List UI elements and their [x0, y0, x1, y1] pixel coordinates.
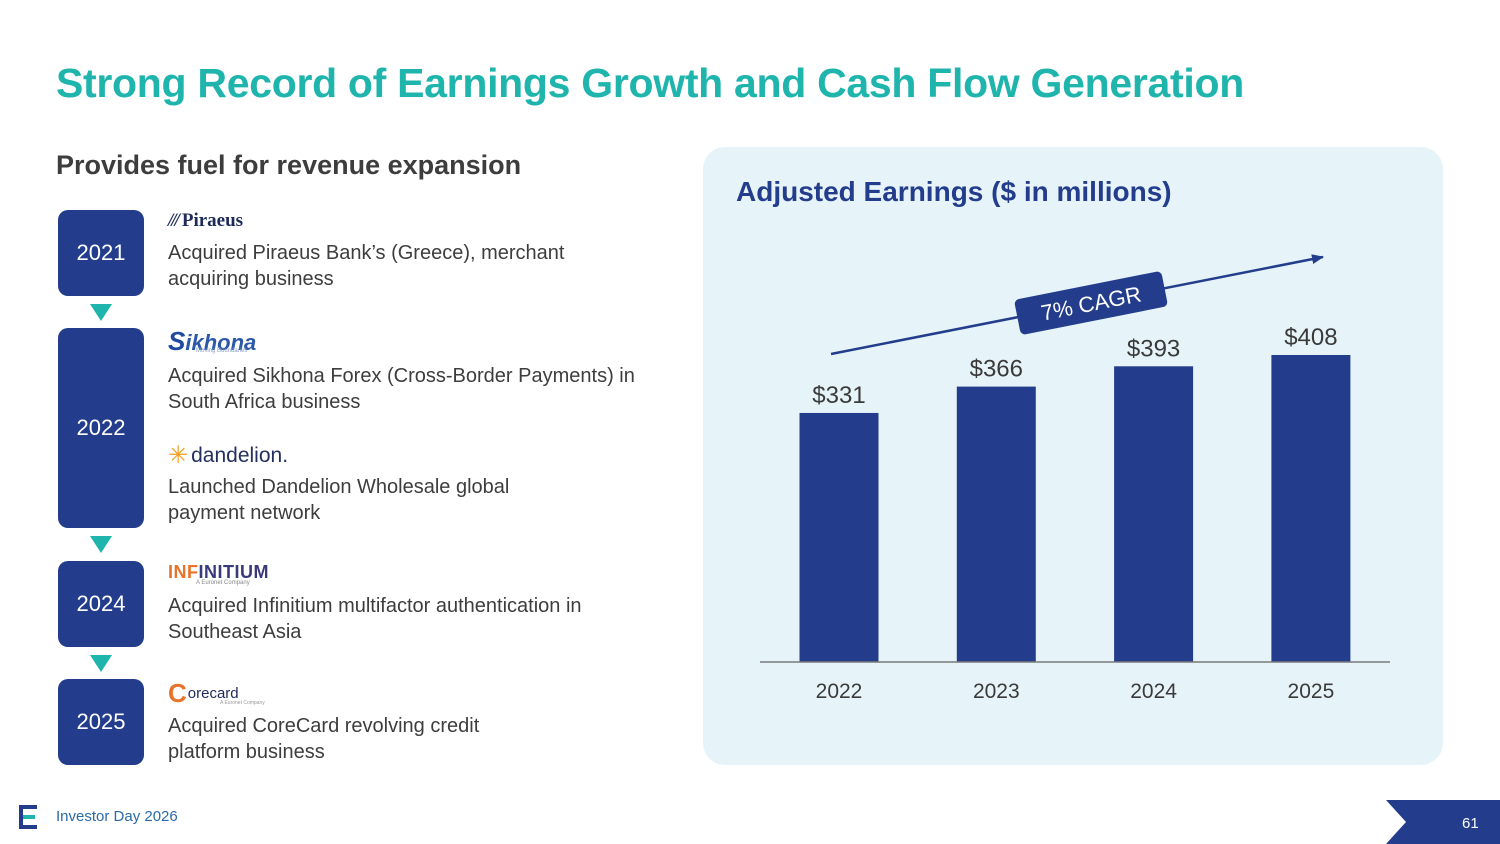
sikhona-logo-text: ikhona	[185, 330, 257, 355]
bar-2023	[956, 386, 1036, 662]
data-label-2022: $331	[812, 382, 865, 409]
bar-2024	[1114, 366, 1194, 662]
footer-event-name: Investor Day 2026	[56, 808, 178, 825]
data-label-2024: $393	[1127, 335, 1180, 362]
page-number: 61	[1462, 815, 1479, 832]
sikhona-logo: Sikhona Moving Boundaries	[168, 326, 257, 356]
corecard-c-icon: C	[168, 678, 187, 708]
description-dandelion: Launched Dandelion Wholesale global paym…	[168, 476, 510, 524]
down-arrow-icon	[90, 536, 112, 553]
piraeus-logo-text: Piraeus	[181, 210, 244, 231]
down-arrow-icon	[90, 655, 112, 672]
piraeus-logo: ///Piraeus	[168, 210, 244, 231]
year-box-2024: 2024	[58, 561, 144, 647]
bar-2022	[799, 412, 879, 662]
infinitium-logo-text: INITIUM	[198, 562, 269, 582]
infinitium-tagline: A Euronet Company	[196, 580, 250, 586]
description-infinitium: Acquired Infinitium multifactor authenti…	[168, 595, 582, 643]
description-corecard: Acquired CoreCard revolving credit platf…	[168, 715, 480, 763]
dandelion-logo: ✳ dandelion.	[168, 444, 288, 468]
year-box-2021: 2021	[58, 210, 144, 296]
down-arrow-icon	[90, 304, 112, 321]
section-subtitle: Provides fuel for revenue expansion	[56, 150, 522, 180]
sikhona-tagline: Moving Boundaries	[196, 348, 248, 354]
bar-2025	[1271, 355, 1351, 662]
cagr-badge: 7% CAGR	[1014, 271, 1168, 335]
description-piraeus: Acquired Piraeus Bank’s (Greece), mercha…	[168, 242, 565, 290]
company-logo-icon	[19, 805, 37, 829]
corecard-logo-text: orecard	[187, 684, 239, 702]
data-label-2025: $408	[1284, 324, 1337, 351]
dandelion-logo-text: dandelion.	[191, 444, 289, 467]
year-box-2025: 2025	[58, 679, 144, 765]
data-label-2023: $366	[970, 356, 1023, 383]
chart-title: Adjusted Earnings ($ in millions)	[736, 176, 1172, 207]
x-tick-label-2022: 2022	[816, 680, 863, 703]
x-tick-label-2023: 2023	[973, 680, 1020, 703]
year-box-2022: 2022	[58, 328, 144, 528]
x-tick-label-2025: 2025	[1288, 680, 1335, 703]
dandelion-flower-icon: ✳	[168, 442, 189, 469]
infinitium-logo-prefix: INF	[168, 562, 199, 582]
cagr-badge-background	[1014, 271, 1168, 335]
description-sikhona: Acquired Sikhona Forex (Cross-Border Pay…	[168, 365, 635, 413]
x-tick-label-2024: 2024	[1130, 680, 1177, 703]
page-title: Strong Record of Earnings Growth and Cas…	[56, 60, 1244, 106]
infinitium-logo: INFINITIUM A Euronet Company	[168, 562, 269, 586]
page-number-tab	[1386, 800, 1500, 844]
corecard-tagline: A Euronet Company	[220, 700, 265, 706]
